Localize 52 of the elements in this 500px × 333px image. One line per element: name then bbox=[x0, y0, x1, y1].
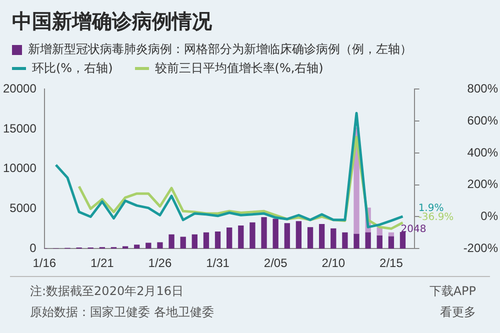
bar bbox=[146, 242, 152, 249]
data-label: 2048 bbox=[400, 224, 426, 235]
bar bbox=[318, 224, 325, 249]
legend-label: 环比(%，右轴) bbox=[32, 60, 113, 77]
y-tick-label: 10000 bbox=[2, 161, 37, 176]
y2-tick-label: 200% bbox=[467, 177, 498, 192]
y-tick-label: 15000 bbox=[2, 121, 37, 136]
text: 注:数据截至2020年2月16日 bbox=[30, 283, 184, 300]
bar bbox=[203, 232, 210, 249]
x-tick-label: 1/21 bbox=[90, 256, 114, 270]
bar bbox=[214, 232, 221, 249]
text: 下载APP bbox=[429, 283, 476, 300]
x-tick-label: 1/26 bbox=[148, 256, 172, 270]
bar bbox=[180, 236, 186, 249]
y2-tick-label: -200% bbox=[463, 240, 498, 255]
bar bbox=[261, 217, 267, 249]
bar bbox=[342, 232, 348, 249]
legend-label: 新增新型冠状病毒肺炎病例：网格部分为新增临床确诊病例（例，左轴） bbox=[28, 41, 412, 58]
bar bbox=[168, 234, 174, 249]
chart-title: 中国新增确诊病例情况 bbox=[11, 8, 213, 35]
y-tick-label: 0 bbox=[30, 240, 37, 255]
bar bbox=[157, 242, 163, 249]
bar bbox=[226, 228, 232, 249]
bar bbox=[388, 236, 394, 249]
bar bbox=[238, 226, 244, 249]
y-tick-label: 5000 bbox=[10, 201, 37, 216]
bar bbox=[250, 222, 256, 249]
x-tick-label: 2/15 bbox=[380, 256, 404, 270]
x-tick-label: 2/05 bbox=[264, 256, 288, 270]
bar bbox=[296, 221, 302, 249]
x-tick-label: 1/31 bbox=[206, 256, 230, 270]
x-tick-label: 2/10 bbox=[322, 256, 346, 270]
y2-tick-label: 600% bbox=[467, 113, 498, 128]
y-tick-label: 20000 bbox=[2, 82, 37, 96]
bar bbox=[134, 244, 140, 249]
bar bbox=[272, 218, 278, 249]
bar bbox=[400, 232, 406, 249]
bar bbox=[376, 236, 382, 249]
bar bbox=[284, 223, 290, 249]
bar bbox=[192, 234, 198, 249]
y2-tick-label: 400% bbox=[467, 145, 498, 160]
text: 看更多 bbox=[439, 304, 476, 321]
x-tick-label: 1/16 bbox=[32, 256, 56, 270]
bar bbox=[307, 227, 314, 249]
bar bbox=[354, 234, 360, 249]
bar bbox=[330, 228, 336, 249]
y2-tick-label: 0% bbox=[480, 209, 498, 224]
legend-label: 较前三日平均值增长率(%,右轴) bbox=[154, 60, 324, 77]
y2-tick-label: 800% bbox=[467, 82, 498, 96]
text: 原始数据：国家卫健委 各地卫健委 bbox=[30, 304, 215, 321]
data-label: -36.9% bbox=[418, 212, 454, 224]
bar bbox=[365, 232, 371, 249]
